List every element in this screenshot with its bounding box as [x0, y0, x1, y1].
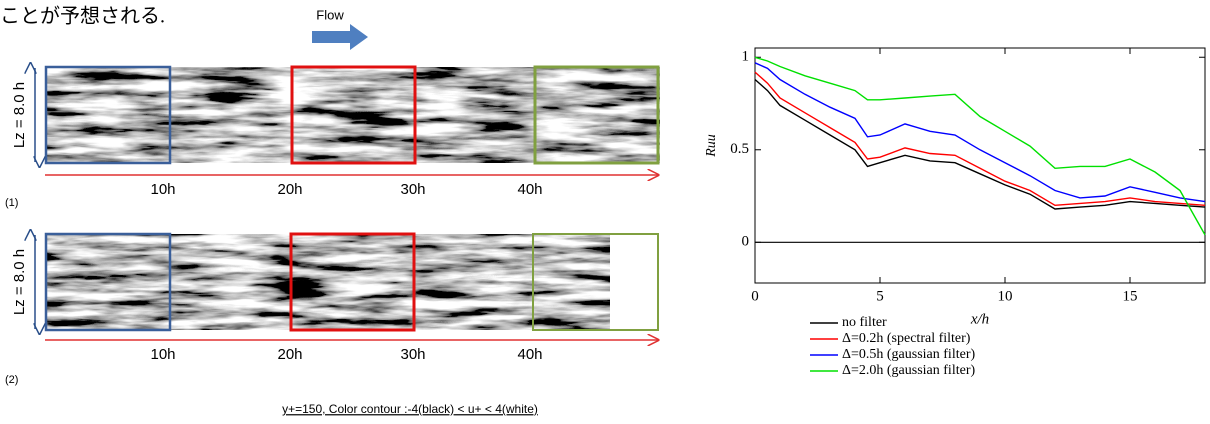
x-tick-label: 15	[1123, 288, 1138, 304]
series-line	[754, 62, 1206, 203]
legend-label: Δ=0.5h (gaussian filter)	[842, 347, 975, 362]
x-tick-label: 5	[876, 288, 884, 304]
position-label: 30h	[400, 181, 425, 198]
lz-label: Lz = 8.0 h	[11, 249, 28, 315]
series-line	[754, 78, 1206, 210]
plot-frame	[754, 47, 1206, 284]
position-label: 20h	[277, 181, 302, 198]
series-line	[754, 56, 1206, 236]
panel-label: (1)	[5, 197, 18, 209]
y-tick-label: 0	[742, 234, 750, 250]
x-tick-label: 0	[751, 288, 759, 304]
y-tick-label: 0.5	[730, 141, 749, 157]
y-tick-label: 1	[742, 49, 750, 65]
flow-label: Flow	[316, 7, 344, 22]
flow-arrow	[312, 24, 368, 50]
series-line	[754, 71, 1206, 207]
panel-label: (2)	[5, 374, 18, 386]
caption: y+=150, Color contour :-4(black) < u+ < …	[282, 402, 538, 416]
legend-label: no filter	[842, 315, 887, 330]
region-box	[289, 232, 416, 332]
position-label: 40h	[517, 346, 542, 363]
x-tick-label: 10	[998, 288, 1013, 304]
legend-label: Δ=0.2h (spectral filter)	[842, 331, 971, 346]
position-label: 20h	[277, 346, 302, 363]
position-label: 10h	[150, 181, 175, 198]
lz-label: Lz = 8.0 h	[11, 82, 28, 148]
y-axis-label: Ruu	[704, 134, 719, 158]
region-box	[290, 65, 417, 165]
region-box	[533, 65, 660, 165]
region-box	[44, 65, 172, 165]
position-label: 40h	[517, 181, 542, 198]
position-label: 30h	[400, 346, 425, 363]
contour-image	[45, 234, 610, 330]
region-box	[44, 232, 172, 332]
x-axis-label: x/h	[970, 311, 989, 327]
position-label: 10h	[150, 346, 175, 363]
region-box	[532, 233, 659, 331]
contour-image	[45, 67, 660, 163]
legend-label: Δ=2.0h (gaussian filter)	[842, 363, 975, 378]
header-text: ことが予想される.	[0, 5, 165, 28]
